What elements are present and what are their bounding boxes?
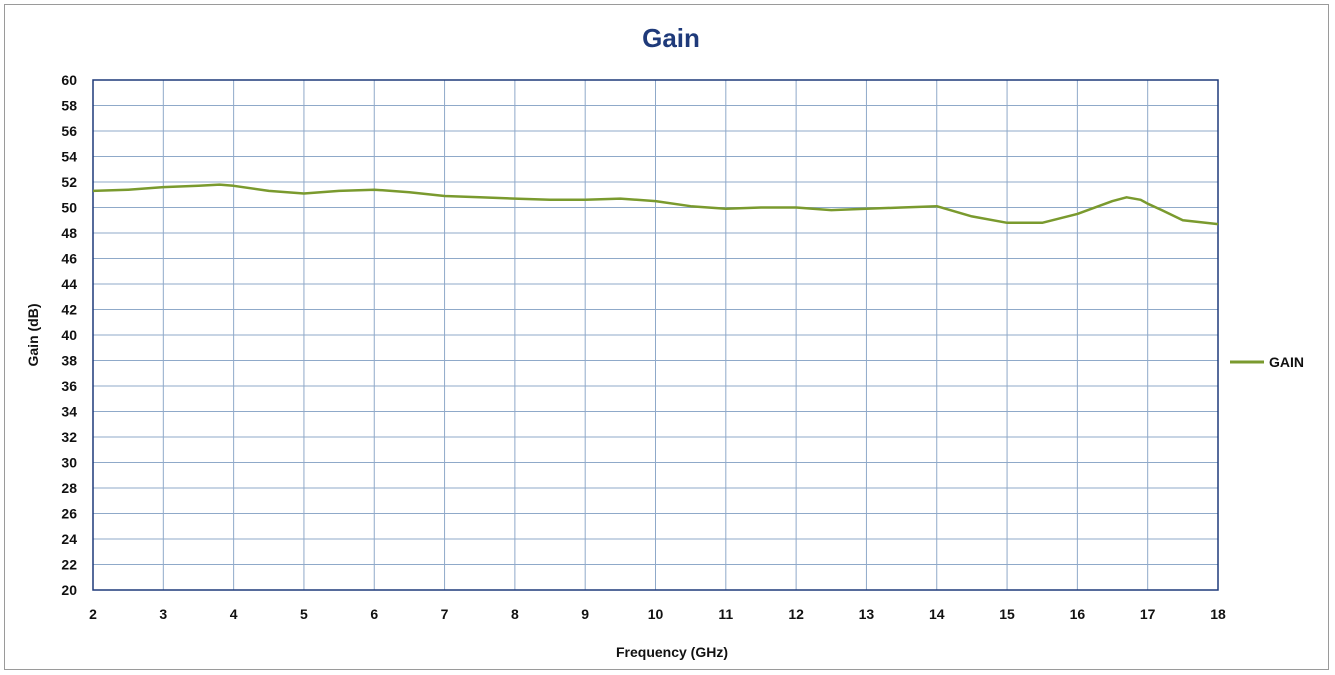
y-tick-label: 22 bbox=[61, 557, 77, 573]
x-tick-label: 9 bbox=[581, 606, 589, 622]
y-tick-label: 58 bbox=[61, 98, 77, 114]
x-tick-label: 7 bbox=[441, 606, 449, 622]
x-tick-label: 10 bbox=[648, 606, 664, 622]
legend-label-gain: GAIN bbox=[1269, 354, 1304, 370]
x-tick-label: 2 bbox=[89, 606, 97, 622]
x-tick-label: 18 bbox=[1210, 606, 1226, 622]
y-tick-label: 32 bbox=[61, 429, 77, 445]
series-line-gain bbox=[92, 183, 1219, 226]
y-tick-label: 42 bbox=[61, 302, 77, 318]
chart-title: Gain bbox=[642, 23, 700, 53]
y-axis-ticks: 20 22 24 26 28 30 32 34 36 38 40 42 44 46 48 50 52 54 56 58… bbox=[61, 72, 77, 598]
y-tick-label: 38 bbox=[61, 353, 77, 369]
y-tick-label: 50 bbox=[61, 200, 77, 216]
y-tick-label: 46 bbox=[61, 251, 77, 267]
y-tick-label: 40 bbox=[61, 327, 77, 343]
x-tick-label: 16 bbox=[1070, 606, 1086, 622]
y-tick-label: 56 bbox=[61, 123, 77, 139]
x-tick-label: 5 bbox=[300, 606, 308, 622]
grid bbox=[92, 79, 1219, 591]
x-tick-label: 8 bbox=[511, 606, 519, 622]
x-tick-label: 15 bbox=[999, 606, 1015, 622]
plot-area bbox=[92, 79, 1219, 591]
x-tick-label: 11 bbox=[718, 606, 733, 622]
y-tick-label: 48 bbox=[61, 225, 77, 241]
y-tick-label: 24 bbox=[61, 531, 77, 547]
series-layer bbox=[92, 183, 1219, 226]
y-tick-label: 34 bbox=[61, 404, 77, 420]
y-tick-label: 54 bbox=[61, 149, 77, 165]
x-axis-ticks: 2 3 4 5 6 7 8 9 10 11 12 13 14 15 16 17 18 bbox=[89, 606, 1226, 622]
y-tick-label: 20 bbox=[61, 582, 77, 598]
y-axis-label: Gain (dB) bbox=[25, 304, 41, 367]
y-tick-label: 60 bbox=[61, 72, 77, 88]
x-tick-label: 14 bbox=[929, 606, 945, 622]
x-tick-label: 6 bbox=[370, 606, 378, 622]
x-tick-label: 12 bbox=[788, 606, 804, 622]
y-tick-label: 30 bbox=[61, 455, 77, 471]
x-tick-label: 3 bbox=[159, 606, 167, 622]
x-tick-label: 13 bbox=[859, 606, 875, 622]
x-tick-label: 17 bbox=[1140, 606, 1156, 622]
chart-frame bbox=[4, 4, 1329, 670]
x-axis-label: Frequency (GHz) bbox=[616, 644, 728, 660]
legend: GAIN bbox=[1230, 354, 1304, 370]
y-tick-label: 52 bbox=[61, 174, 77, 190]
y-tick-label: 26 bbox=[61, 506, 77, 522]
y-tick-label: 44 bbox=[61, 276, 77, 292]
y-tick-label: 36 bbox=[61, 378, 77, 394]
x-tick-label: 4 bbox=[230, 606, 238, 622]
y-tick-label: 28 bbox=[61, 480, 77, 496]
